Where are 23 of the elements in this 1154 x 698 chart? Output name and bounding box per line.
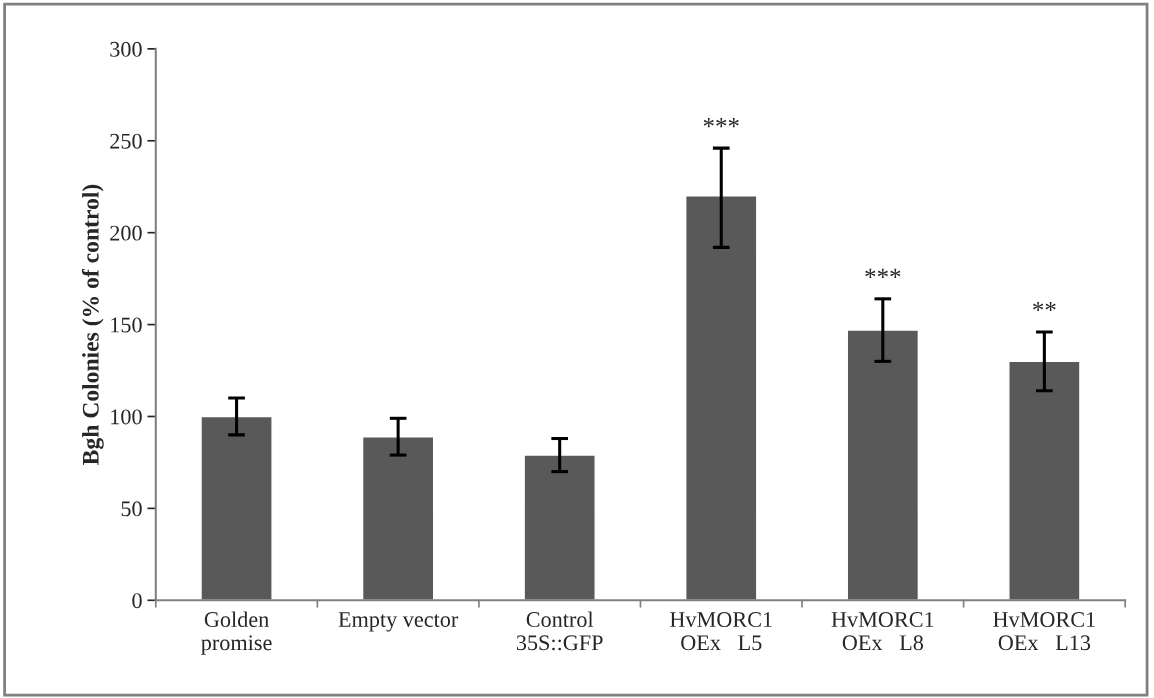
x-tick-label: Golden promise <box>201 611 272 655</box>
x-tick-label: Control 35S::GFP <box>516 611 603 651</box>
y-tick-label: 50 <box>121 501 142 517</box>
y-axis-title: Bgh Colonies (% of control) <box>81 184 104 465</box>
bar <box>523 454 596 601</box>
x-tick-label: HvMORC1 OEx L13 <box>993 612 1095 651</box>
annotation: *** <box>865 268 901 278</box>
bar <box>846 329 920 601</box>
bar <box>200 415 273 601</box>
bar <box>1008 360 1081 601</box>
y-tick-label: 250 <box>110 133 142 149</box>
bar <box>685 195 758 601</box>
y-tick-label: 150 <box>111 317 142 333</box>
x-tick-label: HvMORC1 OEx L5 <box>670 612 772 651</box>
x-tick-label: Empty vector <box>338 612 459 632</box>
y-tick-label: 0 <box>132 593 142 609</box>
annotation: ** <box>1033 301 1056 312</box>
bar <box>361 435 435 601</box>
annotation: *** <box>703 118 739 128</box>
y-tick-label: 100 <box>111 409 142 425</box>
y-tick-label: 300 <box>110 41 142 57</box>
x-tick-label: HvMORC1 OEx L8 <box>831 612 934 651</box>
y-tick-label: 200 <box>110 225 142 241</box>
